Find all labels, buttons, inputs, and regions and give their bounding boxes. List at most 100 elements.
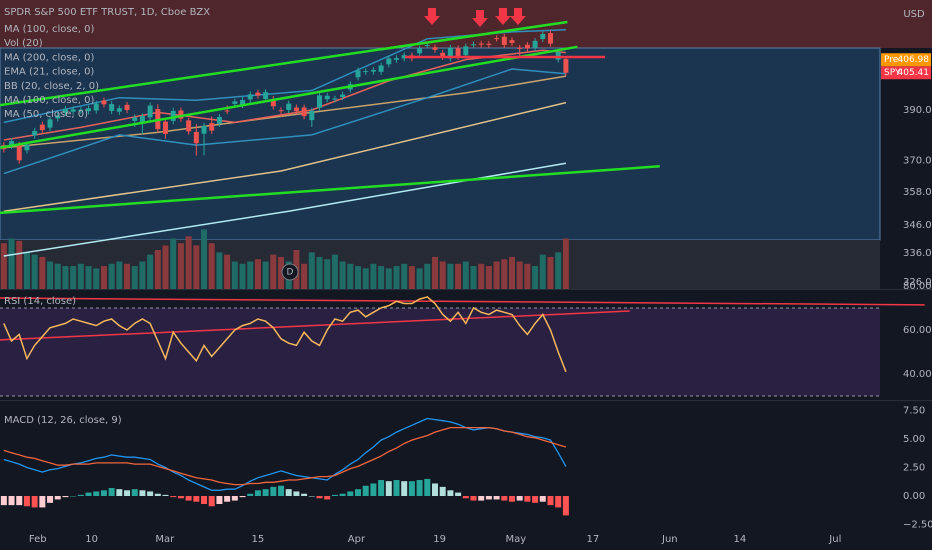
candle-body bbox=[193, 131, 199, 144]
x-tick-label: 14 bbox=[734, 534, 747, 545]
legend-entry: MA (100, close, 0) bbox=[4, 24, 94, 35]
candle-body bbox=[386, 58, 392, 65]
histogram-bar bbox=[424, 478, 431, 497]
candle-body bbox=[116, 108, 122, 112]
volume-bar bbox=[278, 256, 285, 289]
arrow bbox=[424, 8, 440, 25]
histogram-bar bbox=[147, 491, 154, 497]
histogram-bar bbox=[231, 496, 238, 501]
volume-bar bbox=[532, 266, 539, 289]
histogram-bar bbox=[39, 496, 46, 508]
candle-body bbox=[309, 110, 315, 121]
candle-body bbox=[147, 105, 153, 118]
currency: USD bbox=[903, 9, 925, 20]
candle-body bbox=[224, 110, 230, 112]
rsi-line bbox=[3, 296, 567, 373]
candle-body bbox=[139, 116, 145, 124]
y-tick-label: 336.00 bbox=[903, 248, 932, 259]
histogram-bar bbox=[562, 496, 569, 516]
histogram-bar bbox=[77, 494, 84, 497]
histogram-bar bbox=[285, 489, 292, 497]
histogram-bar bbox=[93, 491, 100, 497]
candle-body bbox=[86, 108, 92, 112]
volume-bar bbox=[324, 259, 331, 289]
volume-bar bbox=[62, 266, 69, 289]
candle-body bbox=[47, 119, 53, 128]
histogram-bar bbox=[270, 486, 277, 497]
candle-body bbox=[209, 123, 215, 131]
y-tick-label: 370.00 bbox=[903, 156, 932, 167]
macd-line bbox=[3, 426, 567, 486]
candle-body bbox=[340, 94, 346, 98]
x-tick-label: Feb bbox=[29, 534, 47, 545]
histogram-bar bbox=[393, 480, 400, 497]
candle-body bbox=[124, 104, 130, 110]
candle-body bbox=[394, 58, 400, 60]
y-tick-label: 40.00 bbox=[903, 369, 932, 380]
x-tick-label: Jun bbox=[661, 534, 678, 545]
candle-body bbox=[524, 44, 530, 49]
candle-body bbox=[463, 46, 469, 56]
macd-title: MACD (12, 26, close, 9) bbox=[4, 415, 122, 426]
volume-bar bbox=[93, 268, 100, 289]
plot-layer: MA (100, close, 0) Vol (20) MA (200, close… bbox=[0, 20, 932, 545]
volume-bar bbox=[247, 261, 254, 289]
volume-bar bbox=[562, 238, 569, 289]
chart-title: SPDR S&P 500 ETF TRUST, 1D, Cboe BZX bbox=[4, 7, 210, 18]
candle-body bbox=[355, 70, 361, 78]
histogram-bar bbox=[478, 496, 485, 501]
histogram-bar bbox=[47, 496, 54, 503]
volume-bar bbox=[201, 229, 208, 289]
histogram-bar bbox=[239, 496, 246, 498]
candle-body bbox=[255, 92, 261, 96]
volume-bar bbox=[362, 268, 369, 289]
volume-bar bbox=[516, 261, 523, 289]
histogram-bar bbox=[0, 496, 7, 506]
volume-bar bbox=[170, 238, 177, 289]
volume-bar bbox=[508, 256, 515, 289]
candle-body bbox=[286, 103, 292, 110]
histogram-bar bbox=[401, 481, 408, 497]
histogram-bar bbox=[331, 494, 338, 497]
volume-bar bbox=[355, 266, 362, 289]
histogram-bar bbox=[431, 483, 438, 497]
histogram-bar bbox=[347, 491, 354, 497]
histogram-bar bbox=[201, 496, 208, 504]
y-tick-label: 5.00 bbox=[903, 434, 925, 445]
volume-bar bbox=[455, 263, 462, 289]
volume-bar bbox=[462, 261, 469, 289]
histogram-bar bbox=[154, 493, 161, 497]
histogram-bar bbox=[54, 496, 61, 500]
histogram-bar bbox=[100, 490, 107, 497]
histogram-bar bbox=[493, 496, 500, 500]
volume-bar bbox=[254, 259, 261, 289]
histogram-bar bbox=[447, 490, 454, 497]
histogram-bar bbox=[208, 496, 215, 507]
candle-body bbox=[270, 98, 276, 107]
volume-bar bbox=[8, 238, 15, 289]
candle-body bbox=[263, 92, 269, 99]
candle-body bbox=[186, 120, 192, 132]
histogram-bar bbox=[116, 489, 123, 497]
candle-body bbox=[39, 124, 45, 131]
trendline bbox=[0, 45, 578, 149]
volume-bar bbox=[378, 266, 385, 289]
candle-body bbox=[509, 40, 515, 43]
trendline bbox=[0, 20, 568, 107]
rsi-title: RSI (14, close) bbox=[4, 296, 76, 307]
candle-body bbox=[432, 47, 438, 50]
volume-bar bbox=[47, 261, 54, 289]
histogram-bar bbox=[385, 481, 392, 497]
volume-bar bbox=[493, 261, 500, 289]
candle-body bbox=[324, 95, 330, 100]
volume-bar bbox=[370, 263, 377, 289]
x-tick-label: May bbox=[505, 534, 526, 545]
histogram-bar bbox=[316, 496, 323, 499]
histogram-bar bbox=[170, 496, 177, 498]
histogram-bar bbox=[439, 486, 446, 497]
volume-bar bbox=[539, 254, 546, 289]
candle-body bbox=[16, 145, 22, 161]
histogram-bar bbox=[216, 496, 223, 504]
upper-zone bbox=[0, 0, 932, 48]
